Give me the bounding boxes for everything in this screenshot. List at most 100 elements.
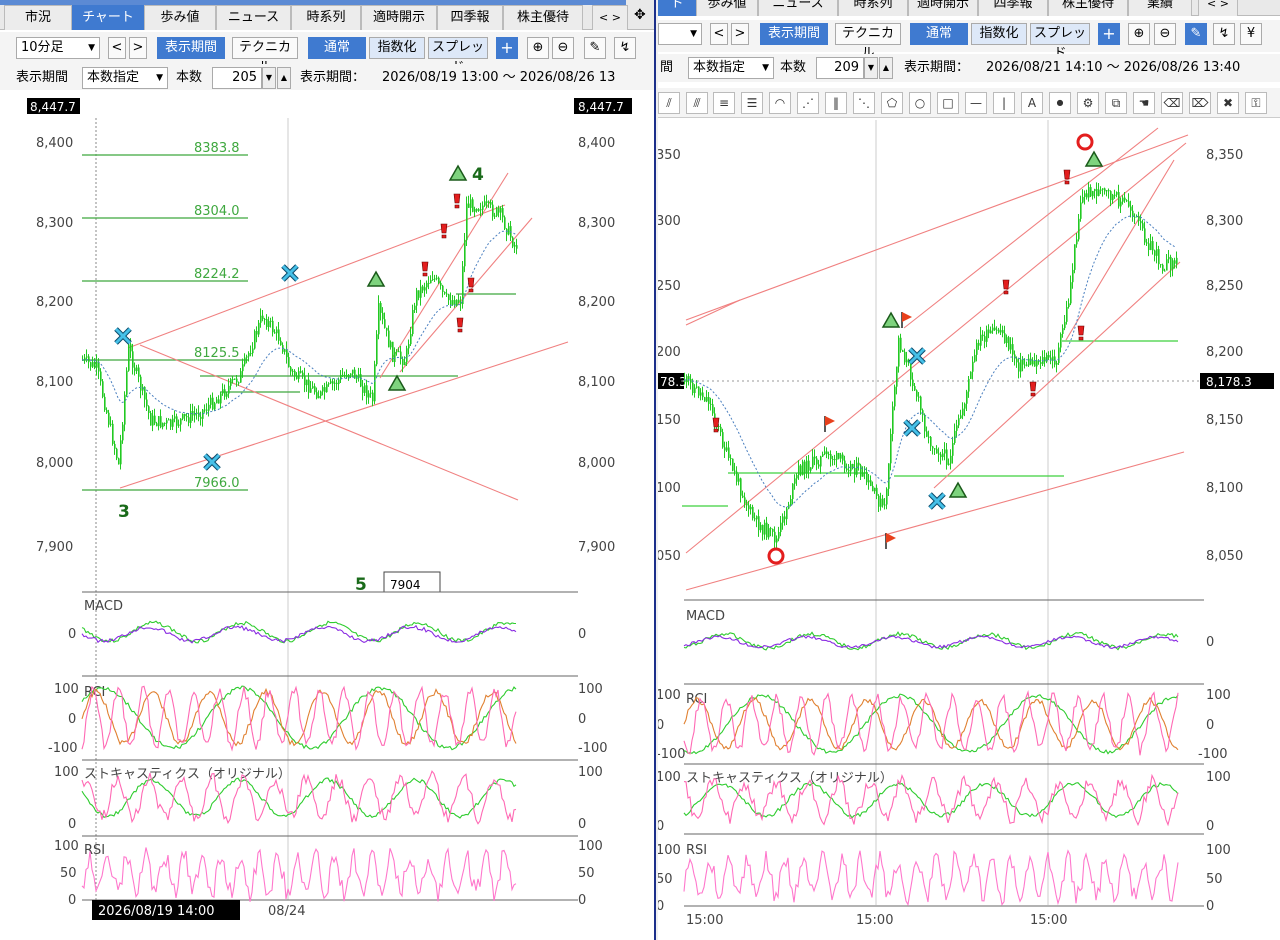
tab-disclosure[interactable]: 適時開示 (361, 5, 437, 30)
triangle-marker-icon[interactable] (948, 481, 968, 498)
tab-shikiho[interactable]: 四季報 (437, 5, 503, 30)
add-icon[interactable]: + (496, 37, 518, 59)
tab-ticks[interactable]: 歩み値 (144, 5, 216, 30)
count-up-icon[interactable]: ▲ (277, 67, 291, 89)
zoom-out-icon[interactable]: ⊖ (552, 37, 574, 59)
alert-marker-icon[interactable] (467, 277, 475, 293)
x-marker-icon[interactable] (114, 327, 132, 345)
x-marker-icon[interactable] (203, 453, 221, 471)
timeframe-select[interactable] (658, 23, 702, 45)
count-input[interactable]: 205 (212, 67, 262, 89)
icon-stamp-icon[interactable]: ● (1049, 92, 1071, 114)
tab-timeseries[interactable]: 時系列 (291, 5, 361, 30)
lock-icon[interactable]: ⚿ (1245, 92, 1267, 114)
tab-chart[interactable]: チャート (72, 5, 144, 30)
cursor-tool-icon[interactable]: ↯ (1213, 23, 1235, 45)
hlines-icon[interactable]: ≡ (713, 92, 735, 114)
next-button[interactable]: > (731, 23, 749, 45)
tab-chart[interactable]: ト (658, 0, 696, 16)
triangle-marker-icon[interactable] (881, 311, 901, 328)
tab-shikiho[interactable]: 四季報 (978, 0, 1048, 16)
flag-marker-icon[interactable] (885, 533, 896, 549)
tab-ticks[interactable]: 歩み値 (696, 0, 758, 16)
alert-marker-icon[interactable] (456, 317, 464, 333)
tab-news[interactable]: ニュース (216, 5, 291, 30)
trend-line[interactable] (1065, 159, 1175, 341)
trend-line[interactable] (903, 127, 1159, 329)
trend-line[interactable] (399, 217, 533, 373)
window-icon[interactable]: ✥ (634, 7, 646, 23)
trend-line[interactable] (685, 451, 1185, 591)
x-marker-icon[interactable] (928, 492, 946, 510)
mode-normal-button[interactable]: 通常 (308, 37, 366, 59)
flag-marker-icon[interactable] (824, 416, 835, 432)
fan-icon[interactable]: ⋰ (797, 92, 819, 114)
copy-icon[interactable]: ⧉ (1105, 92, 1127, 114)
circle-marker-icon[interactable] (1076, 133, 1094, 151)
parallel-lines-icon[interactable]: ⫽ (658, 92, 680, 114)
count-down-icon[interactable]: ▼ (262, 67, 276, 89)
prev-button[interactable]: < (710, 23, 728, 45)
flag-marker-icon[interactable] (901, 312, 912, 328)
timeframe-select[interactable]: 10分足 (16, 37, 100, 59)
eraser-icon[interactable]: ⌫ (1161, 92, 1183, 114)
period-mode-select[interactable]: 本数指定 (688, 57, 774, 79)
rectangle-icon[interactable]: □ (937, 92, 959, 114)
zoom-in-icon[interactable]: ⊕ (527, 37, 549, 59)
tab-scroll-arrows[interactable]: < > (592, 5, 628, 30)
triangle-marker-icon[interactable] (387, 374, 407, 391)
yen-icon[interactable]: ¥ (1240, 23, 1262, 45)
triangle-marker-icon[interactable] (366, 270, 386, 287)
tab-disclosure[interactable]: 適時開示 (908, 0, 978, 16)
alert-marker-icon[interactable] (440, 223, 448, 239)
period-mode-select[interactable]: 本数指定 (82, 67, 168, 89)
triangle-marker-icon[interactable] (1084, 150, 1104, 167)
trend-line[interactable] (685, 134, 1189, 321)
settings-icon[interactable]: ⚙ (1077, 92, 1099, 114)
channel-icon[interactable]: ⫻ (686, 92, 708, 114)
trend-line[interactable] (685, 142, 1187, 554)
tab-market[interactable]: 市況 (4, 5, 72, 30)
count-down-icon[interactable]: ▼ (864, 57, 878, 79)
alert-marker-icon[interactable] (712, 417, 720, 433)
delete-icon[interactable]: ✖ (1217, 92, 1239, 114)
mode-index-button[interactable]: 指数化 (971, 23, 1027, 45)
trend-line[interactable] (127, 204, 506, 349)
cursor-tool-icon[interactable]: ↯ (614, 37, 636, 59)
tab-benefits[interactable]: 株主優待 (1048, 0, 1128, 16)
count-input[interactable]: 209 (816, 57, 864, 79)
trend-line[interactable] (685, 299, 741, 326)
tab-benefits[interactable]: 株主優待 (503, 5, 583, 30)
hand-icon[interactable]: ☚ (1133, 92, 1155, 114)
gann-fan-icon[interactable]: ⋱ (853, 92, 875, 114)
trend-line[interactable] (119, 341, 569, 489)
display-period-button[interactable]: 表示期間 (157, 37, 225, 59)
tab-timeseries[interactable]: 時系列 (838, 0, 908, 16)
x-marker-icon[interactable] (281, 264, 299, 282)
triangle-marker-icon[interactable] (448, 164, 468, 181)
alert-marker-icon[interactable] (1077, 325, 1085, 341)
zoom-out-icon[interactable]: ⊖ (1154, 23, 1176, 45)
erase-all-icon[interactable]: ⌦ (1189, 92, 1211, 114)
x-marker-icon[interactable] (908, 347, 926, 365)
text-icon[interactable]: A (1021, 92, 1043, 114)
mode-index-button[interactable]: 指数化 (369, 37, 425, 59)
left-chart-svg[interactable]: 8,447.7 8,447.7 8,400 8,300 8,200 8,100 … (0, 0, 656, 940)
hline-icon[interactable]: — (965, 92, 987, 114)
fib-icon[interactable]: ☰ (741, 92, 763, 114)
next-button[interactable]: > (129, 37, 147, 59)
circle-icon[interactable]: ○ (909, 92, 931, 114)
technical-button[interactable]: テクニカル (835, 23, 901, 61)
right-chart-svg[interactable]: 350 300 250 200 150 100 050 78.3 8,350 8… (658, 0, 1280, 940)
alert-marker-icon[interactable] (1002, 279, 1010, 295)
time-zones-icon[interactable]: ‖ (825, 92, 847, 114)
fib-arc-icon[interactable]: ◠ (769, 92, 791, 114)
x-marker-icon[interactable] (903, 419, 921, 437)
display-period-button[interactable]: 表示期間 (760, 23, 828, 45)
tab-scroll-arrows[interactable]: < > (1198, 0, 1238, 16)
tab-news[interactable]: ニュース (758, 0, 838, 16)
alert-marker-icon[interactable] (453, 193, 461, 209)
prev-button[interactable]: < (108, 37, 126, 59)
pen-icon[interactable]: ✎ (584, 37, 606, 59)
add-icon[interactable]: + (1098, 23, 1120, 45)
